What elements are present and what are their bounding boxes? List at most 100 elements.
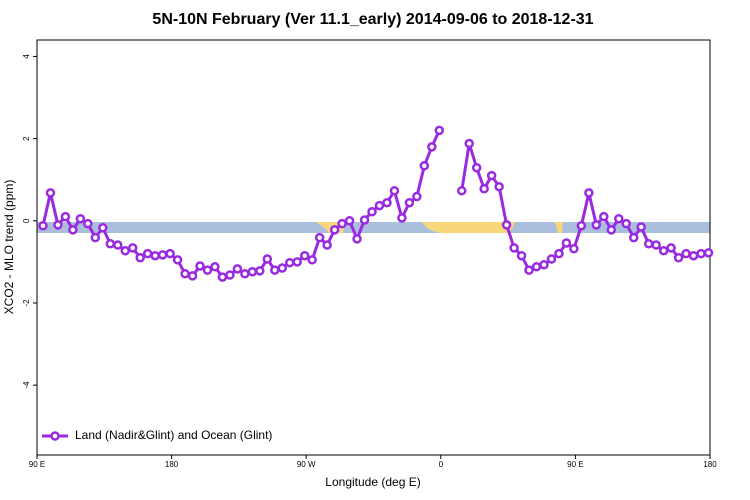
y-tick-label: 4 bbox=[22, 54, 31, 59]
data-point bbox=[569, 243, 579, 254]
data-point bbox=[277, 263, 288, 273]
data-point bbox=[202, 265, 213, 275]
data-point bbox=[666, 243, 676, 253]
plot-frame bbox=[36, 39, 711, 456]
data-point bbox=[404, 197, 415, 208]
data-point bbox=[494, 181, 504, 192]
x-axis-label: Longitude (deg E) bbox=[325, 475, 420, 489]
chart-title: 5N-10N February (Ver 11.1_early) 2014-09… bbox=[152, 11, 593, 28]
data-point bbox=[456, 186, 467, 196]
data-point bbox=[217, 272, 228, 282]
data-point bbox=[142, 248, 153, 259]
data-point bbox=[157, 250, 168, 260]
data-point bbox=[621, 218, 631, 229]
data-point bbox=[329, 225, 340, 235]
data-point bbox=[576, 220, 587, 231]
data-point bbox=[501, 220, 512, 230]
data-point bbox=[673, 253, 684, 263]
legend-label: Land (Nadir&Glint) and Ocean (Glint) bbox=[75, 428, 272, 442]
data-point bbox=[412, 191, 422, 202]
data-point bbox=[120, 246, 130, 256]
data-point bbox=[464, 138, 474, 149]
data-point bbox=[681, 248, 691, 259]
data-point bbox=[60, 211, 71, 222]
legend-marker bbox=[50, 431, 60, 441]
y-tick-label: -2 bbox=[22, 299, 31, 307]
data-point bbox=[270, 265, 280, 275]
data-point bbox=[524, 265, 534, 275]
data-point bbox=[247, 266, 258, 277]
data-point bbox=[539, 260, 549, 270]
data-point bbox=[382, 197, 392, 208]
data-point bbox=[232, 264, 243, 274]
land-patch bbox=[555, 222, 563, 233]
data-point bbox=[486, 170, 497, 181]
data-point bbox=[509, 243, 519, 253]
data-point bbox=[636, 222, 646, 232]
data-point bbox=[225, 270, 235, 280]
data-point bbox=[643, 239, 654, 249]
ocean-band bbox=[37, 222, 710, 233]
data-point bbox=[195, 261, 205, 271]
data-point bbox=[479, 183, 489, 194]
data-point bbox=[696, 248, 706, 259]
data-point bbox=[210, 262, 220, 272]
land-patch bbox=[422, 222, 515, 233]
y-tick-label: 0 bbox=[22, 218, 31, 223]
data-point bbox=[397, 213, 407, 223]
data-point bbox=[389, 186, 400, 196]
data-point bbox=[322, 240, 332, 250]
data-point bbox=[255, 266, 265, 276]
data-point bbox=[367, 207, 377, 217]
data-point bbox=[516, 250, 527, 261]
data-point bbox=[68, 225, 78, 235]
x-tick-label: 180 bbox=[165, 460, 179, 469]
data-point bbox=[45, 188, 56, 198]
data-point bbox=[240, 269, 250, 279]
data-point bbox=[262, 254, 273, 264]
data-point bbox=[135, 253, 145, 263]
y-tick-label: 2 bbox=[22, 136, 31, 141]
x-tick-label: 0 bbox=[439, 460, 444, 469]
y-axis-label: XCO2 - MLO trend (ppm) bbox=[2, 180, 16, 315]
data-point bbox=[561, 238, 572, 248]
data-point bbox=[628, 232, 639, 243]
data-point bbox=[427, 142, 437, 152]
x-tick-label: 180 bbox=[703, 460, 717, 469]
data-point bbox=[90, 232, 101, 243]
data-point bbox=[38, 220, 48, 231]
data-point bbox=[599, 211, 609, 222]
x-tick-label: 90 E bbox=[29, 460, 45, 469]
data-point bbox=[98, 223, 108, 233]
data-point bbox=[165, 248, 175, 259]
data-point bbox=[284, 257, 295, 268]
data-point bbox=[703, 248, 714, 258]
data-point bbox=[658, 246, 669, 256]
data-point bbox=[359, 215, 370, 225]
data-point bbox=[292, 257, 302, 267]
data-point bbox=[307, 255, 317, 265]
data-point bbox=[591, 220, 602, 230]
data-point bbox=[584, 188, 594, 198]
data-point bbox=[531, 262, 542, 272]
data-point bbox=[83, 218, 93, 229]
x-tick-label: 90 E bbox=[567, 460, 583, 469]
y-tick-label: -4 bbox=[22, 381, 31, 389]
data-point bbox=[554, 248, 564, 259]
data-point bbox=[75, 213, 86, 224]
data-point bbox=[651, 240, 661, 250]
data-point bbox=[180, 269, 190, 279]
data-point bbox=[434, 125, 445, 136]
data-point bbox=[688, 250, 699, 261]
data-point bbox=[606, 225, 617, 235]
data-point bbox=[352, 234, 362, 244]
data-point bbox=[419, 160, 430, 171]
data-point bbox=[344, 216, 355, 226]
data-point bbox=[113, 240, 123, 250]
data-point bbox=[546, 254, 557, 264]
x-tick-label: 90 W bbox=[297, 460, 316, 469]
data-point bbox=[299, 250, 310, 261]
data-point bbox=[314, 232, 325, 243]
data-point bbox=[105, 239, 116, 249]
